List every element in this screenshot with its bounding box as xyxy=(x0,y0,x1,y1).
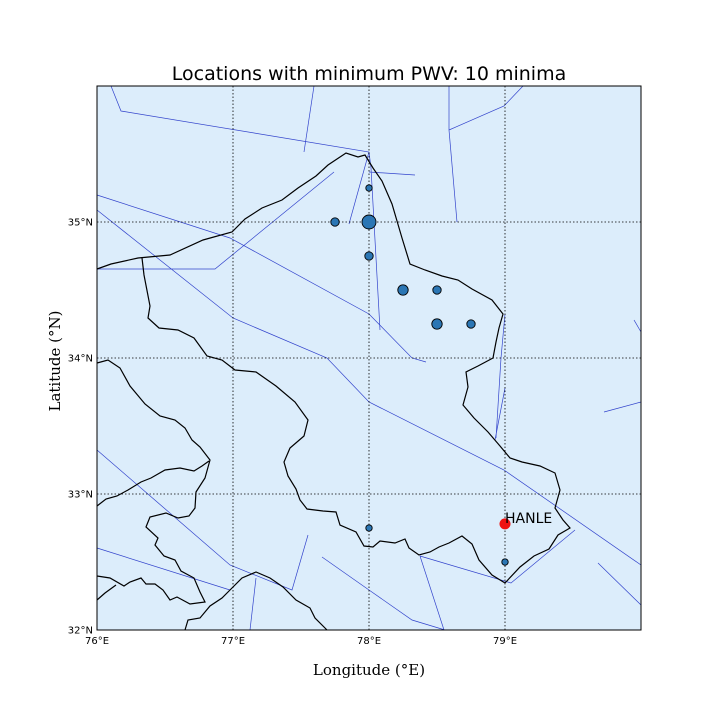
minima-markers xyxy=(330,184,509,566)
latitude-tick-label: 35°N xyxy=(68,218,93,229)
longitude-ticks: 76°E 77°E 78°E 79°E xyxy=(85,636,517,647)
pwv-minimum-marker xyxy=(501,558,509,566)
pwv-minimum-marker xyxy=(431,318,443,330)
longitude-tick-label: 77°E xyxy=(221,636,245,647)
region-boundaries xyxy=(96,152,571,631)
pwv-minimum-marker xyxy=(330,217,340,227)
y-axis-label: Latitude (°N) xyxy=(46,311,64,412)
pwv-minimum-marker xyxy=(361,214,377,230)
longitude-tick-label: 78°E xyxy=(357,636,381,647)
pwv-minimum-marker xyxy=(397,284,409,296)
hanle-site-label: HANLE xyxy=(505,511,552,527)
map-plot-area: HANLE xyxy=(96,85,642,631)
hanle-site: HANLE xyxy=(499,511,552,530)
latitude-ticks: 32°N 33°N 34°N 35°N xyxy=(68,218,93,637)
latitude-tick-label: 32°N xyxy=(68,626,93,637)
pwv-minimum-marker xyxy=(365,524,373,532)
map-title: Locations with minimum PWV: 10 minima xyxy=(172,63,566,85)
latitude-tick-label: 34°N xyxy=(68,354,93,365)
x-axis-label: Longitude (°E) xyxy=(313,661,425,679)
map-background xyxy=(97,86,641,630)
longitude-tick-label: 79°E xyxy=(493,636,517,647)
pwv-minimum-marker xyxy=(365,184,373,192)
latitude-tick-label: 33°N xyxy=(68,490,93,501)
pwv-minimum-marker xyxy=(432,285,442,295)
map-frame xyxy=(96,85,642,631)
longitude-tick-label: 76°E xyxy=(85,636,109,647)
hanle-site-marker xyxy=(499,518,511,530)
pwv-minimum-marker xyxy=(466,319,476,329)
pwv-minimum-marker xyxy=(364,251,374,261)
